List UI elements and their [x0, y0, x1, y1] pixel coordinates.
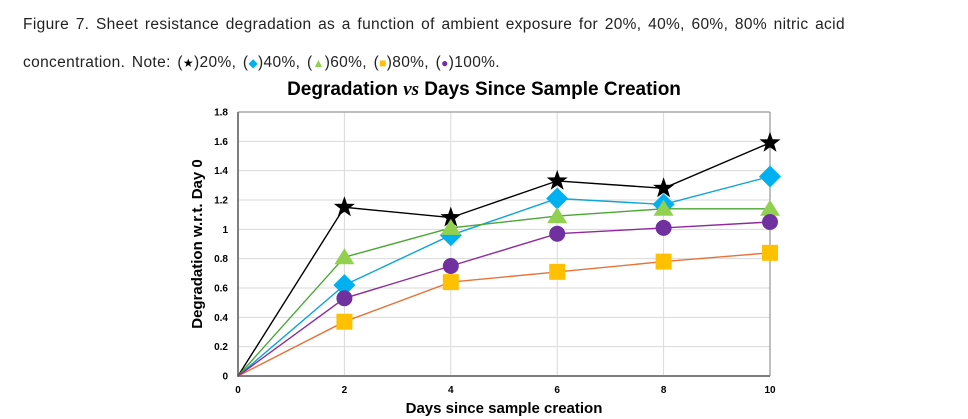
caption-legend-label: )80%, [386, 54, 436, 71]
caption-legend-open-paren: ( [435, 54, 442, 71]
data-point-circle [549, 225, 566, 242]
legend-star-icon: ★ [182, 56, 195, 70]
y-tick-label: 0.8 [214, 254, 228, 265]
caption-legend: (★)20%, (◆)40%, (▲)60%, (■)80%, (●)100%. [177, 54, 500, 71]
series-20pct [237, 131, 781, 377]
legend-square-icon: ■ [379, 56, 387, 70]
data-point-square [762, 244, 778, 261]
y-axis-label: Degradation w.r.t. Day 0 [189, 159, 206, 329]
y-tick-label: 0.6 [214, 284, 228, 295]
data-point-diamond [546, 187, 569, 210]
y-tick-labels: 0 0.2 0.4 0.6 0.8 1 1.2 1.4 1.6 1.8 [214, 108, 228, 383]
y-tick-label: 0.4 [214, 313, 228, 324]
legend-circle-icon: ● [441, 56, 449, 70]
y-tick-label: 1.2 [214, 196, 228, 207]
data-point-star [759, 131, 781, 152]
series-line [237, 142, 771, 377]
data-point-triangle [334, 248, 355, 265]
series-60pct [237, 199, 780, 377]
data-point-triangle [547, 207, 568, 224]
data-point-circle [655, 219, 672, 236]
legend-triangle-icon: ▲ [312, 56, 325, 70]
caption-legend-label: )40%, [258, 54, 307, 71]
x-tick-label: 0 [235, 385, 241, 396]
data-point-circle [762, 214, 778, 230]
data-point-square [336, 313, 353, 330]
chart-title-part-2: Days Since Sample Creation [419, 79, 681, 100]
figure-caption: Figure 7. Sheet resistance degradation a… [23, 6, 953, 82]
series-line [237, 208, 770, 377]
data-point-square [442, 274, 459, 291]
caption-legend-open-paren: ( [177, 54, 183, 71]
data-point-circle [442, 258, 459, 274]
series-group [237, 131, 781, 377]
chart-title-part-1: Degradation [287, 79, 404, 100]
series-line [237, 175, 771, 377]
caption-text: . Sheet resistance degradation as a func… [23, 16, 845, 71]
series-80pct [237, 244, 778, 377]
series-line [237, 252, 771, 377]
y-tick-label: 1.8 [214, 108, 228, 119]
figure-label: Figure 7 [23, 16, 85, 33]
axes [237, 111, 771, 377]
data-point-triangle [653, 199, 674, 216]
chart-title: Degradation vs Days Since Sample Creatio… [0, 79, 968, 101]
y-tick-label: 0.2 [214, 342, 228, 353]
data-point-square [655, 253, 672, 270]
data-point-square [549, 263, 566, 280]
caption-legend-label: )60%, [324, 54, 374, 71]
caption-legend-label: )100%. [448, 54, 500, 71]
series-line [237, 221, 771, 377]
x-tick-label: 4 [448, 385, 454, 396]
data-point-star [440, 206, 462, 227]
caption-legend-label: )20%, [194, 54, 243, 71]
grid-lines [238, 111, 770, 376]
data-point-star [333, 196, 355, 217]
x-axis-label: Days since sample creation [406, 400, 603, 417]
data-point-star [653, 177, 675, 198]
y-tick-label: 1 [222, 225, 228, 236]
x-tick-label: 8 [661, 385, 667, 396]
legend-diamond-icon: ◆ [248, 56, 259, 70]
data-point-diamond [333, 274, 356, 297]
caption-legend-open-paren: ( [373, 54, 380, 71]
data-point-triangle [760, 199, 780, 216]
series-100pct [237, 214, 778, 377]
y-tick-label: 1.6 [214, 137, 228, 148]
x-tick-label: 6 [554, 385, 560, 396]
data-point-diamond [759, 165, 781, 188]
x-tick-label: 2 [342, 385, 348, 396]
y-tick-label: 0 [222, 372, 228, 383]
data-point-triangle [440, 218, 461, 235]
x-tick-labels: 0 2 4 6 8 10 [235, 385, 776, 396]
y-tick-label: 1.4 [214, 166, 228, 177]
chart-title-vs: vs [403, 79, 420, 100]
data-point-star [546, 169, 568, 190]
data-point-circle [336, 290, 353, 307]
x-tick-label: 10 [764, 385, 776, 396]
caption-legend-open-paren: ( [306, 54, 313, 71]
caption-legend-open-paren: ( [242, 54, 249, 71]
